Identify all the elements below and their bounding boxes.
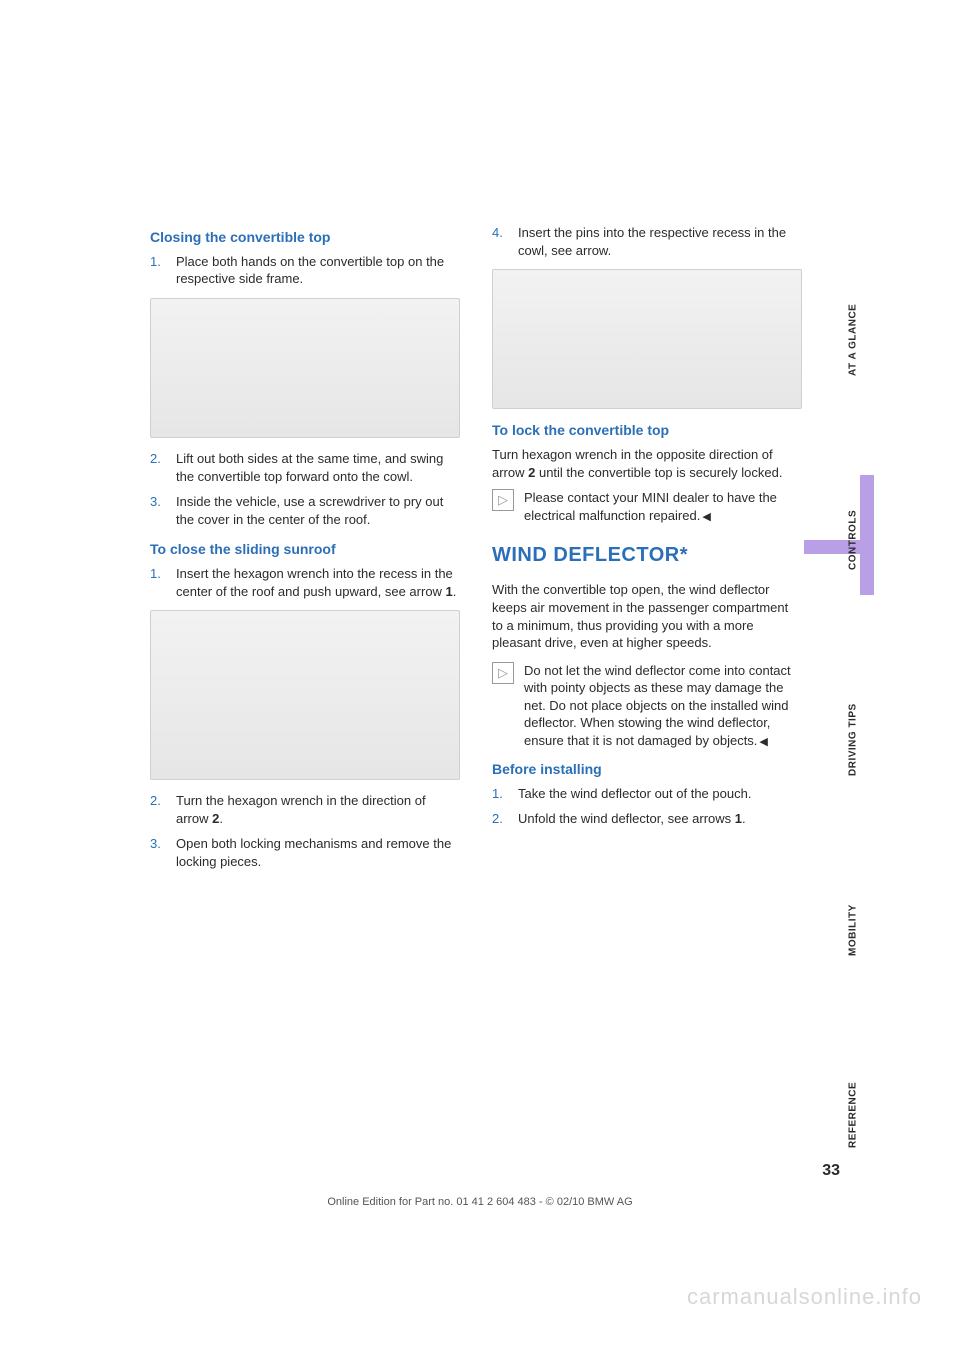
step-item: 1. Insert the hexagon wrench into the re…	[150, 565, 460, 600]
heading-before-installing: Before installing	[492, 760, 802, 779]
steps-sunroof-cont: 2. Turn the hexagon wrench in the direct…	[150, 792, 460, 870]
step-item: 2. Lift out both sides at the same time,…	[150, 450, 460, 485]
tab-reference[interactable]: REFERENCE	[841, 1050, 865, 1180]
tab-label: MOBILITY	[848, 900, 859, 960]
left-column: Closing the convertible top 1. Place bot…	[150, 224, 460, 880]
note-text: Do not let the wind deflector come into …	[524, 662, 802, 750]
step-text-part: Unfold the wind deflector, see arrows	[518, 811, 735, 826]
content-columns: Closing the convertible top 1. Place bot…	[150, 224, 810, 880]
figure-convertible-frame	[150, 298, 460, 438]
tab-label: CONTROLS	[848, 506, 859, 574]
manual-page: Closing the convertible top 1. Place bot…	[0, 0, 960, 1358]
step-text: Insert the pins into the respective rece…	[518, 224, 802, 259]
heading-closing-top: Closing the convertible top	[150, 228, 460, 247]
watermark: carmanualsonline.info	[687, 1284, 922, 1310]
step-number: 3.	[150, 493, 166, 528]
step-number: 2.	[492, 810, 508, 828]
step-text: Inside the vehicle, use a screwdriver to…	[176, 493, 460, 528]
note-wind-deflector: ▷ Do not let the wind deflector come int…	[492, 662, 802, 750]
step-text: Take the wind deflector out of the pouch…	[518, 785, 751, 803]
step-item: 3. Open both locking mechanisms and remo…	[150, 835, 460, 870]
step-number: 4.	[492, 224, 508, 259]
tab-driving-tips[interactable]: DRIVING TIPS	[841, 670, 865, 810]
text-part: until the convertible top is securely lo…	[535, 465, 782, 480]
step-number: 2.	[150, 792, 166, 827]
note-icon: ▷	[492, 489, 514, 511]
step-number: 3.	[150, 835, 166, 870]
step-text: Open both locking mechanisms and remove …	[176, 835, 460, 870]
step-text: Unfold the wind deflector, see arrows 1.	[518, 810, 746, 828]
tab-label: AT A GLANCE	[848, 300, 859, 380]
heading-close-sunroof: To close the sliding sunroof	[150, 540, 460, 559]
footer-text: Online Edition for Part no. 01 41 2 604 …	[0, 1196, 960, 1208]
step-item: 2. Unfold the wind deflector, see arrows…	[492, 810, 802, 828]
step-item: 1. Place both hands on the convertible t…	[150, 253, 460, 288]
steps-closing-top-cont: 2. Lift out both sides at the same time,…	[150, 450, 460, 528]
arrow-ref: 1	[735, 811, 742, 826]
figure-hexagon-wrench	[150, 610, 460, 780]
step-item: 1. Take the wind deflector out of the po…	[492, 785, 802, 803]
step-text: Lift out both sides at the same time, an…	[176, 450, 460, 485]
note-dealer: ▷ Please contact your MINI dealer to hav…	[492, 489, 802, 524]
step-text: Turn the hexagon wrench in the direction…	[176, 792, 460, 827]
step-text-part: .	[453, 584, 457, 599]
step-text: Insert the hexagon wrench into the reces…	[176, 565, 460, 600]
step-item: 2. Turn the hexagon wrench in the direct…	[150, 792, 460, 827]
step-text-part: .	[219, 811, 223, 826]
figure-cowl-pins	[492, 269, 802, 409]
paragraph-lock: Turn hexagon wrench in the opposite dire…	[492, 446, 802, 481]
step-number: 1.	[150, 565, 166, 600]
section-tabs: AT A GLANCE CONTROLS DRIVING TIPS MOBILI…	[841, 275, 865, 1175]
step-item: 4. Insert the pins into the respective r…	[492, 224, 802, 259]
note-icon: ▷	[492, 662, 514, 684]
step-text-part: Insert the hexagon wrench into the reces…	[176, 566, 453, 599]
steps-before-installing: 1. Take the wind deflector out of the po…	[492, 785, 802, 828]
tab-label: REFERENCE	[848, 1078, 859, 1152]
heading-lock-top: To lock the convertible top	[492, 421, 802, 440]
tab-label: DRIVING TIPS	[848, 700, 859, 781]
tab-at-a-glance[interactable]: AT A GLANCE	[841, 275, 865, 405]
paragraph-wind-deflector: With the convertible top open, the wind …	[492, 581, 802, 651]
steps-sunroof: 1. Insert the hexagon wrench into the re…	[150, 565, 460, 600]
step-text: Place both hands on the convertible top …	[176, 253, 460, 288]
note-body: Do not let the wind deflector come into …	[524, 663, 791, 748]
step-text-part: .	[742, 811, 746, 826]
right-column: 4. Insert the pins into the respective r…	[492, 224, 802, 880]
note-body: Please contact your MINI dealer to have …	[524, 490, 777, 523]
heading-wind-deflector: WIND DEFLECTOR*	[492, 542, 802, 569]
arrow-ref: 1	[446, 584, 453, 599]
page-number: 33	[822, 1162, 840, 1180]
step-number: 1.	[492, 785, 508, 803]
steps-insert-pins: 4. Insert the pins into the respective r…	[492, 224, 802, 259]
step-item: 3. Inside the vehicle, use a screwdriver…	[150, 493, 460, 528]
note-text: Please contact your MINI dealer to have …	[524, 489, 802, 524]
tab-mobility[interactable]: MOBILITY	[841, 870, 865, 990]
tab-controls[interactable]: CONTROLS	[841, 480, 865, 600]
steps-closing-top: 1. Place both hands on the convertible t…	[150, 253, 460, 288]
step-number: 2.	[150, 450, 166, 485]
step-number: 1.	[150, 253, 166, 288]
